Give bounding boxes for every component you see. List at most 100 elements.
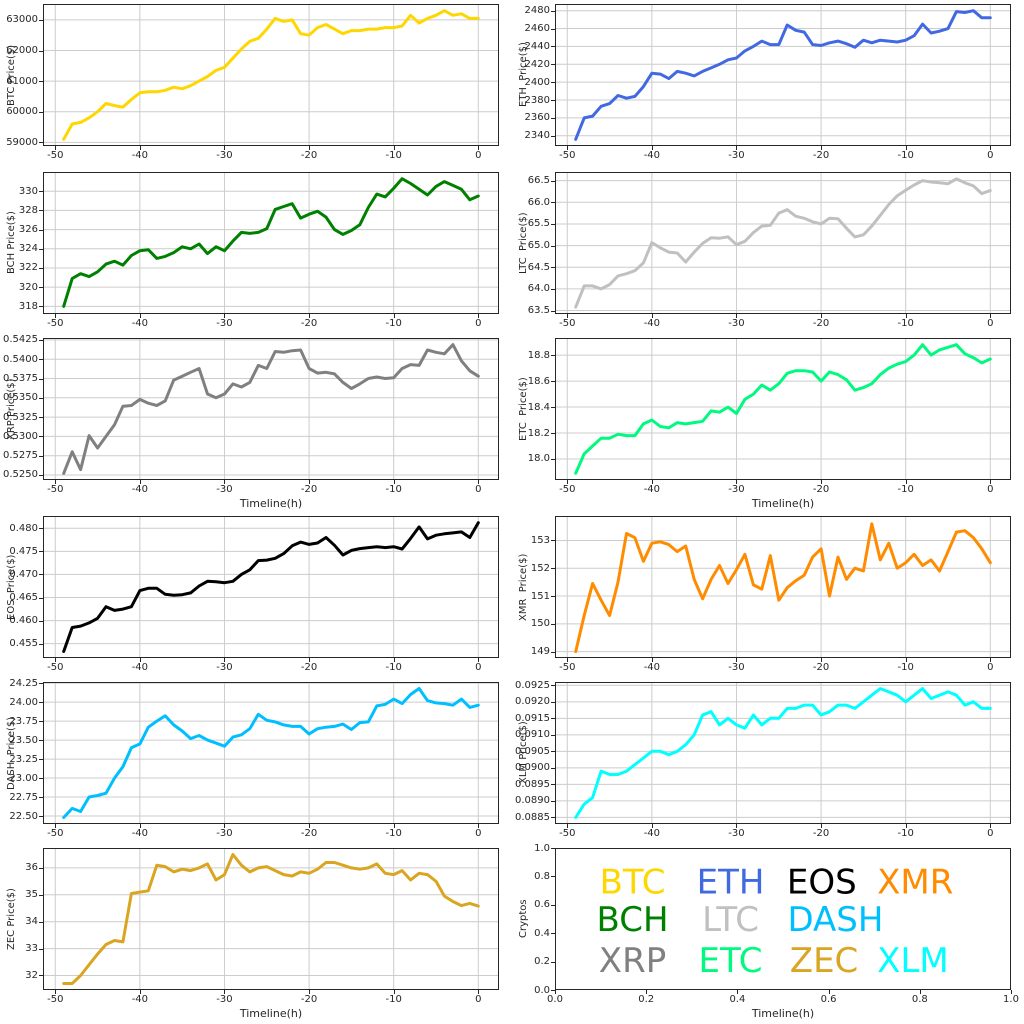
y-tick-mark [551, 135, 555, 137]
y-tick-label: 34 [25, 916, 38, 928]
x-tick-mark [393, 146, 395, 150]
x-tick-mark [990, 314, 992, 318]
x-tick-label: -10 [385, 150, 402, 161]
y-tick-mark [39, 210, 43, 212]
x-tick-mark [651, 658, 653, 662]
y-tick-label: 151 [530, 590, 550, 602]
x-tick-label: 0 [987, 150, 994, 161]
y-tick-label: 0.5425 [3, 334, 38, 346]
x-tick-label: -40 [643, 318, 661, 329]
plot-border [555, 172, 1011, 314]
y-tick-label: 22.75 [9, 791, 38, 803]
plot-border [43, 4, 499, 146]
x-tick-label: -20 [812, 828, 830, 839]
y-tick-mark [39, 474, 43, 476]
x-tick-mark [736, 658, 738, 662]
y-tick-label: 18.8 [527, 349, 550, 361]
y-tick-mark [551, 433, 555, 434]
x-tick-mark [309, 146, 311, 150]
y-tick-mark [39, 306, 43, 308]
y-tick-label: 0.5275 [3, 450, 38, 462]
y-tick-mark [551, 10, 555, 12]
x-tick-mark [651, 824, 653, 828]
x-tick-label: -20 [812, 318, 830, 329]
y-tick-mark [551, 64, 555, 66]
y-tick-mark [39, 436, 43, 438]
x-tick-mark [905, 146, 907, 150]
xmr-plot [555, 516, 1011, 658]
y-tick-mark [39, 339, 43, 341]
x-tick-label: -20 [812, 484, 830, 495]
y-tick-mark [551, 46, 555, 48]
x-tick-label: -50 [47, 662, 64, 673]
xmr-price-line [574, 522, 992, 654]
eos-plot [43, 516, 499, 658]
x-tick-label: -40 [643, 484, 661, 495]
y-tick-label: 18.4 [527, 401, 550, 413]
y-tick-label: 2360 [524, 112, 550, 124]
y-tick-label: 330 [18, 185, 38, 197]
x-tick-label: 0 [987, 662, 994, 673]
x-tick-mark [393, 480, 395, 484]
x-tick-mark [919, 990, 921, 994]
y-tick-label: 23.00 [9, 772, 38, 784]
x-tick-label: 0 [475, 662, 482, 673]
zec-price-line [62, 853, 480, 985]
y-tick-mark [39, 417, 43, 419]
x-tick-mark [828, 990, 830, 994]
y-tick-mark [39, 229, 43, 231]
y-tick-mark [551, 223, 555, 225]
x-tick-mark [646, 990, 648, 994]
x-tick-label: 0 [987, 828, 994, 839]
y-tick-mark [39, 975, 43, 977]
y-tick-label: 2340 [524, 130, 550, 142]
x-tick-label: 0 [475, 828, 482, 839]
plot-background [555, 516, 1011, 658]
y-tick-mark [551, 848, 555, 849]
y-tick-label: 36 [25, 862, 38, 874]
x-tick-mark [393, 658, 395, 662]
x-tick-mark [55, 824, 57, 828]
y-tick-mark [551, 28, 555, 30]
y-tick-mark [551, 904, 555, 906]
ltc-price-line [574, 177, 992, 309]
x-tick-label: -30 [216, 994, 233, 1005]
y-tick-label: 0.4 [534, 927, 550, 939]
x-tick-mark [905, 314, 907, 318]
y-tick-mark [551, 876, 555, 878]
y-tick-mark [39, 816, 43, 818]
y-tick-mark [39, 620, 43, 622]
legend-item-eth: ETH [697, 862, 765, 902]
chart-panel-etc: ETC Price($) 18.0 18.2 18.4 18.6 18.8 -50 -40 -3… [512, 334, 1024, 512]
legend-item-xmr: XMR [877, 862, 953, 902]
y-tick-mark [39, 643, 43, 645]
x-tick-label: 0.4 [729, 994, 746, 1005]
x-tick-mark [478, 824, 480, 828]
plot-border [43, 338, 499, 480]
y-tick-label: 0.0915 [515, 712, 550, 724]
plot-border [555, 4, 1011, 146]
y-tick-mark [551, 117, 555, 119]
chart-panel-eos: EOS Price($) 0.455 0.460 0.465 0.470 0.475 0.4… [0, 512, 512, 678]
x-tick-mark [737, 990, 739, 994]
x-tick-label: -40 [643, 828, 661, 839]
y-tick-label: 0.0 [534, 984, 550, 996]
x-tick-label: 0 [475, 994, 482, 1005]
y-tick-mark [39, 142, 43, 144]
x-tick-mark [139, 658, 141, 662]
x-tick-mark [567, 314, 569, 318]
x-tick-label: 0.8 [911, 994, 928, 1005]
y-tick-mark [39, 948, 43, 950]
x-tick-mark [555, 990, 556, 994]
x-tick-label: -40 [131, 828, 149, 839]
y-tick-label: 2480 [524, 5, 550, 17]
x-tick-mark [55, 314, 57, 318]
y-tick-mark [551, 718, 555, 720]
x-tick-label: -30 [728, 318, 745, 329]
chart-panel-zec: ZEC Price($) 32 33 34 35 36 -50 -40 -30 -20 -10 0 Ti… [0, 844, 512, 1024]
btc-plot [43, 4, 499, 146]
y-tick-label: 326 [18, 224, 38, 236]
x-tick-label: -20 [812, 150, 830, 161]
plot-border [555, 516, 1011, 658]
x-tick-label: -10 [385, 828, 402, 839]
